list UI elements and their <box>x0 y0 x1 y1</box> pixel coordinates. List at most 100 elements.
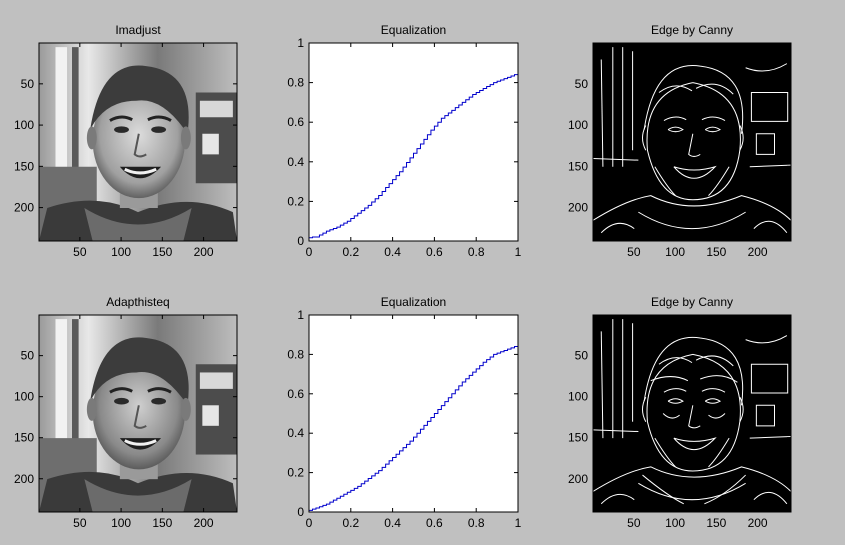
x-tick-label: 0.6 <box>426 516 443 530</box>
x-tick-label: 50 <box>627 245 641 259</box>
face-image <box>39 315 237 512</box>
x-tick-label: 150 <box>152 516 172 530</box>
x-tick-label: 150 <box>706 516 726 530</box>
edge-contour <box>695 83 734 95</box>
equalization-curve <box>308 330 519 512</box>
y-tick-label: 50 <box>21 349 35 363</box>
edge-contour <box>753 220 788 234</box>
x-tick-label: 200 <box>194 245 214 259</box>
y-tick-label: 0 <box>297 234 304 248</box>
x-tick-label: 50 <box>73 245 87 259</box>
y-tick-label: 150 <box>568 159 588 173</box>
x-tick-label: 100 <box>665 245 685 259</box>
edge-contour <box>745 335 788 344</box>
edge-contour <box>654 437 676 468</box>
edge-contour <box>593 158 639 161</box>
edge-contour <box>704 474 746 505</box>
edge-contour <box>643 65 744 134</box>
y-tick-label: 0.2 <box>287 194 304 208</box>
edge-contour <box>749 435 791 439</box>
y-tick-label: 150 <box>14 159 34 173</box>
x-tick-label: 100 <box>665 516 685 530</box>
y-tick-label: 0 <box>297 505 304 519</box>
edge-contour <box>654 166 676 196</box>
y-tick-label: 200 <box>568 201 588 215</box>
subplot-title: Adapthisteq <box>106 295 169 309</box>
edge-contour <box>662 413 680 419</box>
y-tick-label: 1 <box>297 36 304 50</box>
edge-contour <box>600 493 635 505</box>
edge-contour <box>750 363 789 394</box>
edge-contour <box>663 116 687 121</box>
edge-contour <box>600 222 635 234</box>
subplot-2: Equalization 0 0.2 0.4 0.6 0.8 1 0 0.2 0.4 0.6 0.8 1 <box>287 23 521 259</box>
x-tick-label: 1 <box>515 516 522 530</box>
y-tick-label: 200 <box>14 201 34 215</box>
x-tick-label: 0.8 <box>468 245 485 259</box>
y-tick-label: 100 <box>568 390 588 404</box>
subplot-title: Edge by Canny <box>651 295 733 309</box>
y-tick-label: 1 <box>297 308 304 322</box>
edge-contour <box>600 59 604 167</box>
edge-contour <box>750 92 789 122</box>
x-tick-label: 0.4 <box>384 516 401 530</box>
y-tick-label: 100 <box>568 118 588 132</box>
edge-contour <box>667 126 684 133</box>
x-tick-label: 0.4 <box>384 245 401 259</box>
edge-contour <box>701 388 726 393</box>
edge-image <box>593 43 791 241</box>
y-tick-label: 200 <box>14 472 34 486</box>
y-tick-label: 50 <box>21 77 35 91</box>
edge-contour <box>593 429 639 433</box>
y-tick-label: 150 <box>568 431 588 445</box>
subplot-title: Imadjust <box>115 23 161 37</box>
edge-contour <box>642 396 647 422</box>
y-tick-label: 200 <box>568 472 588 486</box>
edge-contour <box>749 164 791 168</box>
edge-contour <box>695 355 734 367</box>
axes-frame <box>592 42 792 242</box>
edge-contour <box>700 375 738 383</box>
edge-contour <box>688 133 701 157</box>
axes-frame <box>308 42 519 242</box>
edge-contour <box>708 413 726 419</box>
x-tick-label: 100 <box>111 516 131 530</box>
edge-contour <box>650 376 689 382</box>
edge-contour <box>642 125 647 151</box>
x-tick-label: 0.8 <box>468 516 485 530</box>
edge-contour <box>663 388 687 393</box>
x-tick-label: 200 <box>748 245 768 259</box>
x-tick-label: 0.2 <box>342 245 359 259</box>
x-tick-label: 200 <box>194 516 214 530</box>
y-tick-label: 150 <box>14 431 34 445</box>
x-tick-label: 0 <box>306 245 313 259</box>
edge-contour <box>667 398 684 404</box>
plot-area <box>309 315 518 512</box>
x-tick-label: 100 <box>111 245 131 259</box>
edge-contour <box>593 466 791 492</box>
edge-image <box>593 315 791 512</box>
edge-contour <box>745 63 788 72</box>
edge-contour <box>646 353 741 472</box>
x-tick-label: 50 <box>73 516 87 530</box>
subplot-title: Equalization <box>381 23 446 37</box>
edge-contour <box>708 166 730 196</box>
subplot-5: Equalization 0 0.2 0.4 0.6 0.8 1 0 0.2 0.4 0.6 0.8 1 <box>287 295 521 530</box>
subplot-title: Equalization <box>381 295 446 309</box>
face-image <box>39 43 237 241</box>
edge-contour <box>646 82 741 201</box>
subplot-1: Imadjust 50 100 150 200 50 100 150 200 <box>14 23 238 259</box>
x-tick-label: 150 <box>706 245 726 259</box>
x-tick-label: 1 <box>515 245 522 259</box>
edge-contour <box>753 492 788 505</box>
edge-contour <box>755 404 775 427</box>
y-tick-label: 0.8 <box>287 347 304 361</box>
axes-frame <box>592 314 792 513</box>
subplot-title: Edge by Canny <box>651 23 733 37</box>
edge-contour <box>739 396 744 422</box>
edge-contour <box>673 165 717 179</box>
edge-contour <box>600 331 604 439</box>
edge-contour <box>638 211 746 229</box>
y-tick-label: 0.6 <box>287 387 304 401</box>
